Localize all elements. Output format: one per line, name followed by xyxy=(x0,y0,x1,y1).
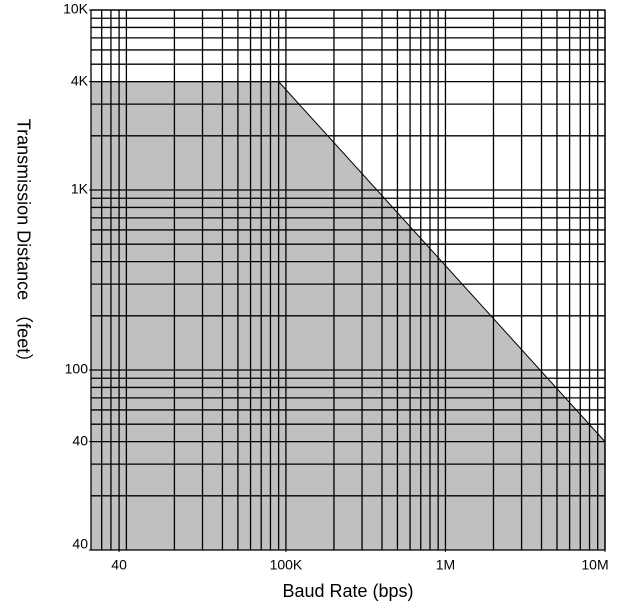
y-tick-label: 40 xyxy=(72,432,88,448)
y-axis-title: Transmission Distance （feet） xyxy=(13,119,33,371)
y-tick-label: 4K xyxy=(71,72,89,88)
x-tick-label: 10M xyxy=(581,557,608,573)
y-tick-label: 1K xyxy=(71,181,89,197)
x-tick-label: 1M xyxy=(436,557,455,573)
x-axis-title: Baud Rate (bps) xyxy=(282,581,413,601)
y-tick-label: 10K xyxy=(63,1,89,17)
x-tick-label: 40 xyxy=(111,557,127,573)
x-tick-label: 100K xyxy=(270,557,303,573)
plot-frame xyxy=(90,9,606,551)
y-tick-label: 40 xyxy=(72,536,88,552)
y-tick-label: 100 xyxy=(65,361,89,377)
